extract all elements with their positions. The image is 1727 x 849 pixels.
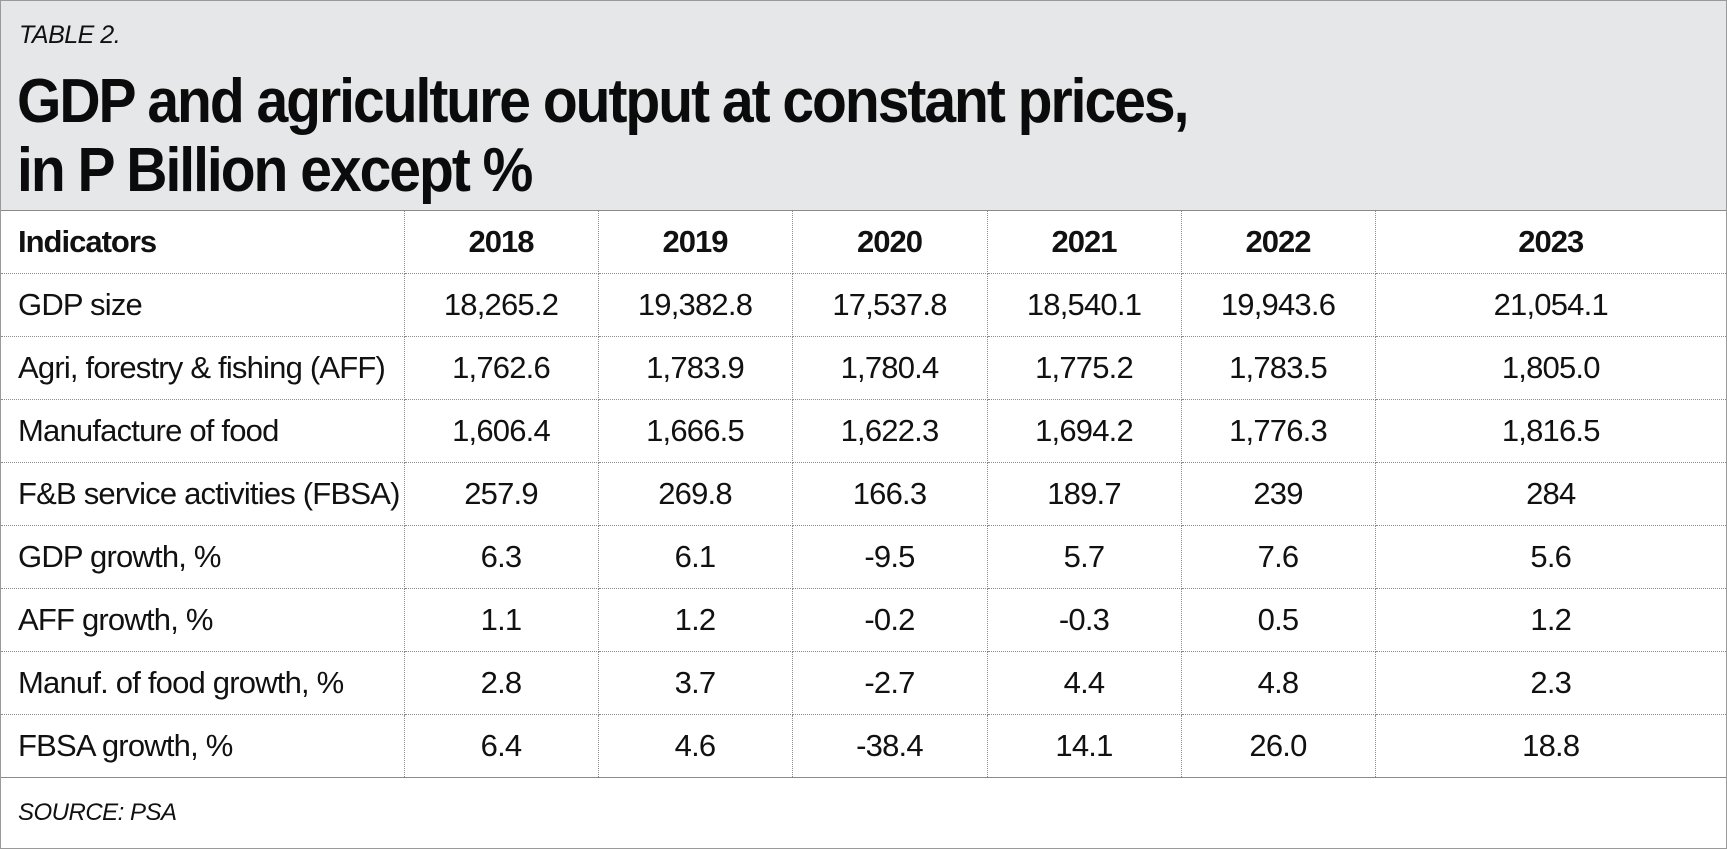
table-cell: 19,382.8 bbox=[598, 273, 793, 337]
table-cell: 1.1 bbox=[404, 588, 599, 652]
row-label: GDP growth, % bbox=[1, 525, 405, 589]
table-cell: 1,776.3 bbox=[1181, 399, 1376, 463]
table-cell: 2.3 bbox=[1375, 651, 1726, 715]
table-header-row: Indicators 2018 2019 2020 2021 2022 2023 bbox=[1, 211, 1726, 274]
table-cell: 269.8 bbox=[598, 462, 793, 526]
table-cell: 18,265.2 bbox=[404, 273, 599, 337]
column-header-2022: 2022 bbox=[1181, 211, 1376, 274]
table-cell: 257.9 bbox=[404, 462, 599, 526]
table-cell: 1,666.5 bbox=[598, 399, 793, 463]
table-cell: 19,943.6 bbox=[1181, 273, 1376, 337]
table-row: FBSA growth, % 6.4 4.6 -38.4 14.1 26.0 1… bbox=[1, 714, 1726, 778]
column-header-2021: 2021 bbox=[987, 211, 1182, 274]
table-cell: 1,805.0 bbox=[1375, 336, 1726, 400]
column-header-2020: 2020 bbox=[792, 211, 988, 274]
table-cell: 26.0 bbox=[1181, 714, 1376, 778]
table-cell: 4.4 bbox=[987, 651, 1182, 715]
table-cell: 239 bbox=[1181, 462, 1376, 526]
table-cell: -0.3 bbox=[987, 588, 1182, 652]
table-cell: 166.3 bbox=[792, 462, 988, 526]
table-row: GDP growth, % 6.3 6.1 -9.5 5.7 7.6 5.6 bbox=[1, 525, 1726, 589]
table-cell: 1,775.2 bbox=[987, 336, 1182, 400]
table-cell: 5.6 bbox=[1375, 525, 1726, 589]
table-cell: 21,054.1 bbox=[1375, 273, 1726, 337]
row-label: Agri, forestry & fishing (AFF) bbox=[1, 336, 405, 400]
table-cell: 1,622.3 bbox=[792, 399, 988, 463]
table-cell: 3.7 bbox=[598, 651, 793, 715]
table-cell: 1,783.5 bbox=[1181, 336, 1376, 400]
source-note: SOURCE: PSA bbox=[18, 799, 177, 826]
table-row: AFF growth, % 1.1 1.2 -0.2 -0.3 0.5 1.2 bbox=[1, 588, 1726, 652]
row-label: Manufacture of food bbox=[1, 399, 405, 463]
column-header-2023: 2023 bbox=[1375, 211, 1726, 274]
table-cell: -2.7 bbox=[792, 651, 988, 715]
table-cell: 17,537.8 bbox=[792, 273, 988, 337]
table-cell: 6.1 bbox=[598, 525, 793, 589]
table-cell: 0.5 bbox=[1181, 588, 1376, 652]
row-label: GDP size bbox=[1, 273, 405, 337]
table-cell: 14.1 bbox=[987, 714, 1182, 778]
row-label: FBSA growth, % bbox=[1, 714, 405, 778]
table-row: Manuf. of food growth, % 2.8 3.7 -2.7 4.… bbox=[1, 651, 1726, 715]
table-cell: 1.2 bbox=[1375, 588, 1726, 652]
column-header-indicators: Indicators bbox=[1, 211, 405, 274]
table-header-panel: TABLE 2. GDP and agriculture output at c… bbox=[1, 1, 1726, 211]
table-cell: 1,780.4 bbox=[792, 336, 988, 400]
table-title: GDP and agriculture output at constant p… bbox=[17, 67, 1397, 205]
table-cell: -9.5 bbox=[792, 525, 988, 589]
table-row: Agri, forestry & fishing (AFF) 1,762.6 1… bbox=[1, 336, 1726, 400]
table-cell: 1,606.4 bbox=[404, 399, 599, 463]
title-line-2: in P Billion except % bbox=[17, 136, 533, 205]
table-cell: 1,816.5 bbox=[1375, 399, 1726, 463]
data-table: Indicators 2018 2019 2020 2021 2022 2023… bbox=[1, 211, 1726, 778]
table-cell: 7.6 bbox=[1181, 525, 1376, 589]
table-cell: 189.7 bbox=[987, 462, 1182, 526]
table-cell: 4.8 bbox=[1181, 651, 1376, 715]
table-cell: 1,762.6 bbox=[404, 336, 599, 400]
table-cell: 18,540.1 bbox=[987, 273, 1182, 337]
column-header-2018: 2018 bbox=[404, 211, 599, 274]
table-row: Manufacture of food 1,606.4 1,666.5 1,62… bbox=[1, 399, 1726, 463]
column-header-2019: 2019 bbox=[598, 211, 793, 274]
table-cell: -0.2 bbox=[792, 588, 988, 652]
table-row: F&B service activities (FBSA) 257.9 269.… bbox=[1, 462, 1726, 526]
row-label: Manuf. of food growth, % bbox=[1, 651, 405, 715]
table-cell: 284 bbox=[1375, 462, 1726, 526]
table-cell: 1,783.9 bbox=[598, 336, 793, 400]
table-cell: 2.8 bbox=[404, 651, 599, 715]
table-cell: 6.4 bbox=[404, 714, 599, 778]
table-cell: 18.8 bbox=[1375, 714, 1726, 778]
table-label: TABLE 2. bbox=[19, 21, 121, 49]
table-cell: 1.2 bbox=[598, 588, 793, 652]
table-cell: 4.6 bbox=[598, 714, 793, 778]
table-cell: 5.7 bbox=[987, 525, 1182, 589]
title-line-1: GDP and agriculture output at constant p… bbox=[17, 67, 1189, 136]
row-label: F&B service activities (FBSA) bbox=[1, 462, 405, 526]
table-cell: -38.4 bbox=[792, 714, 988, 778]
table-row: GDP size 18,265.2 19,382.8 17,537.8 18,5… bbox=[1, 273, 1726, 337]
table-cell: 6.3 bbox=[404, 525, 599, 589]
row-label: AFF growth, % bbox=[1, 588, 405, 652]
table-cell: 1,694.2 bbox=[987, 399, 1182, 463]
